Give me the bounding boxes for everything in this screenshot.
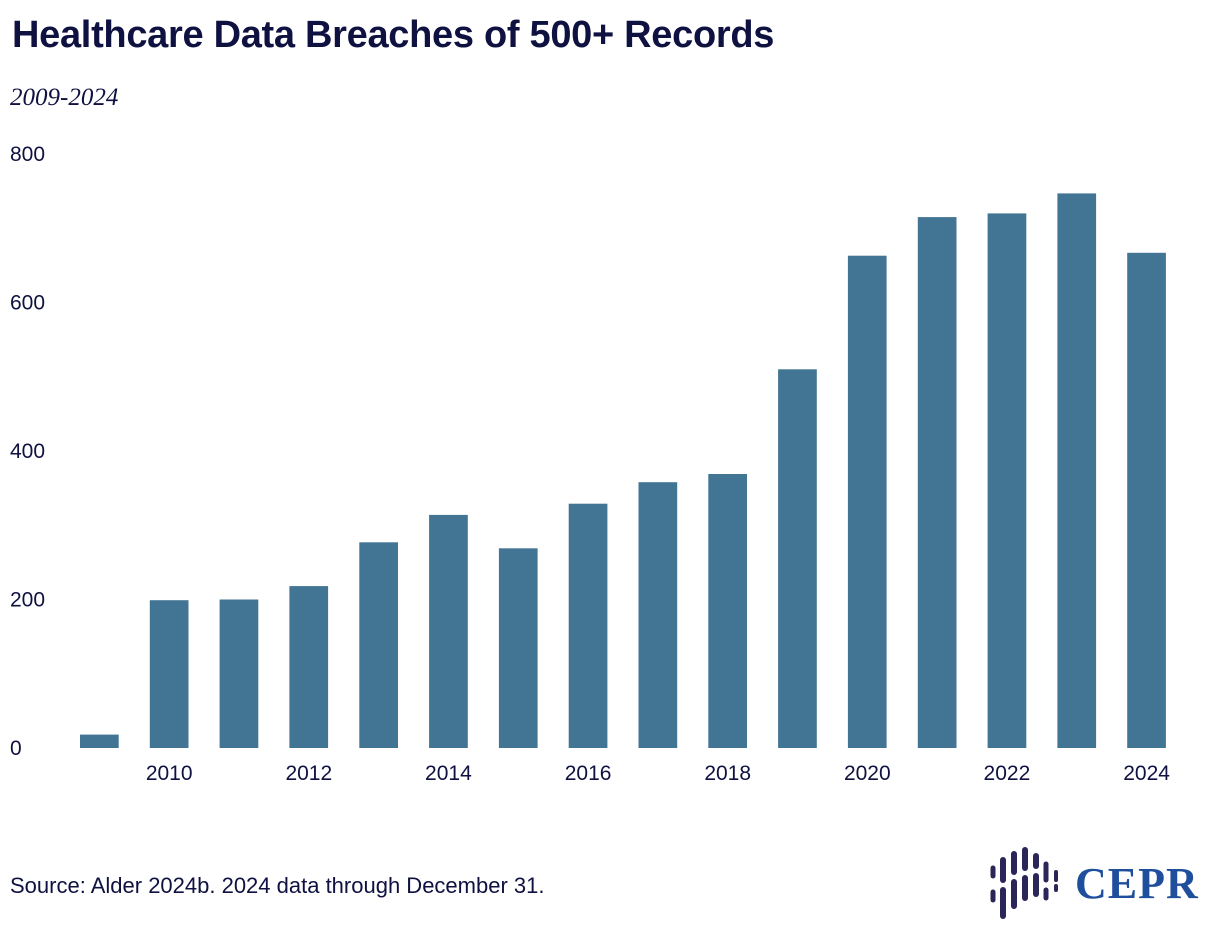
x-tick-label: 2016 xyxy=(565,762,612,785)
bar-2016 xyxy=(568,503,608,748)
bar-2015 xyxy=(498,548,538,748)
x-tick-label: 2024 xyxy=(1123,762,1170,785)
bar-2014 xyxy=(429,514,468,748)
bar-2023 xyxy=(1057,193,1097,748)
cepr-logo: CEPR xyxy=(988,846,1202,924)
chart-title: Healthcare Data Breaches of 500+ Records xyxy=(12,14,775,56)
x-tick-label: 2020 xyxy=(844,762,891,785)
bar-2011 xyxy=(219,599,259,748)
x-tick-label: 2014 xyxy=(425,762,472,785)
x-tick-label: 2018 xyxy=(704,762,751,785)
bar-chart: 0 200 400 600 800 2010 2012 2014 2016 2018 2020 202… xyxy=(10,143,1170,785)
y-tick-label: 200 xyxy=(10,589,45,612)
bar-2022 xyxy=(987,213,1027,748)
y-tick-label: 600 xyxy=(10,292,45,315)
x-tick-label: 2010 xyxy=(146,762,193,785)
x-tick-label: 2012 xyxy=(285,762,332,785)
cepr-logo-text: CEPR xyxy=(1075,859,1199,908)
bar-2017 xyxy=(638,482,678,748)
y-tick-label: 800 xyxy=(10,143,45,166)
bar-2013 xyxy=(359,542,398,748)
bar-2021 xyxy=(917,217,957,749)
bar-2018 xyxy=(708,474,747,748)
bar-2009 xyxy=(80,734,119,748)
x-tick-label: 2022 xyxy=(984,762,1031,785)
bar-2010 xyxy=(149,600,189,748)
bar-2012 xyxy=(289,586,329,748)
bar-2019 xyxy=(778,369,817,748)
y-tick-label: 400 xyxy=(10,440,45,463)
cepr-logo-mark-icon xyxy=(990,847,1058,919)
source-note: Source: Alder 2024b. 2024 data through D… xyxy=(10,873,545,898)
bar-2020 xyxy=(847,255,887,748)
y-tick-label: 0 xyxy=(10,737,22,760)
bar-2024 xyxy=(1127,252,1166,749)
chart-subtitle: 2009-2024 xyxy=(10,84,119,111)
